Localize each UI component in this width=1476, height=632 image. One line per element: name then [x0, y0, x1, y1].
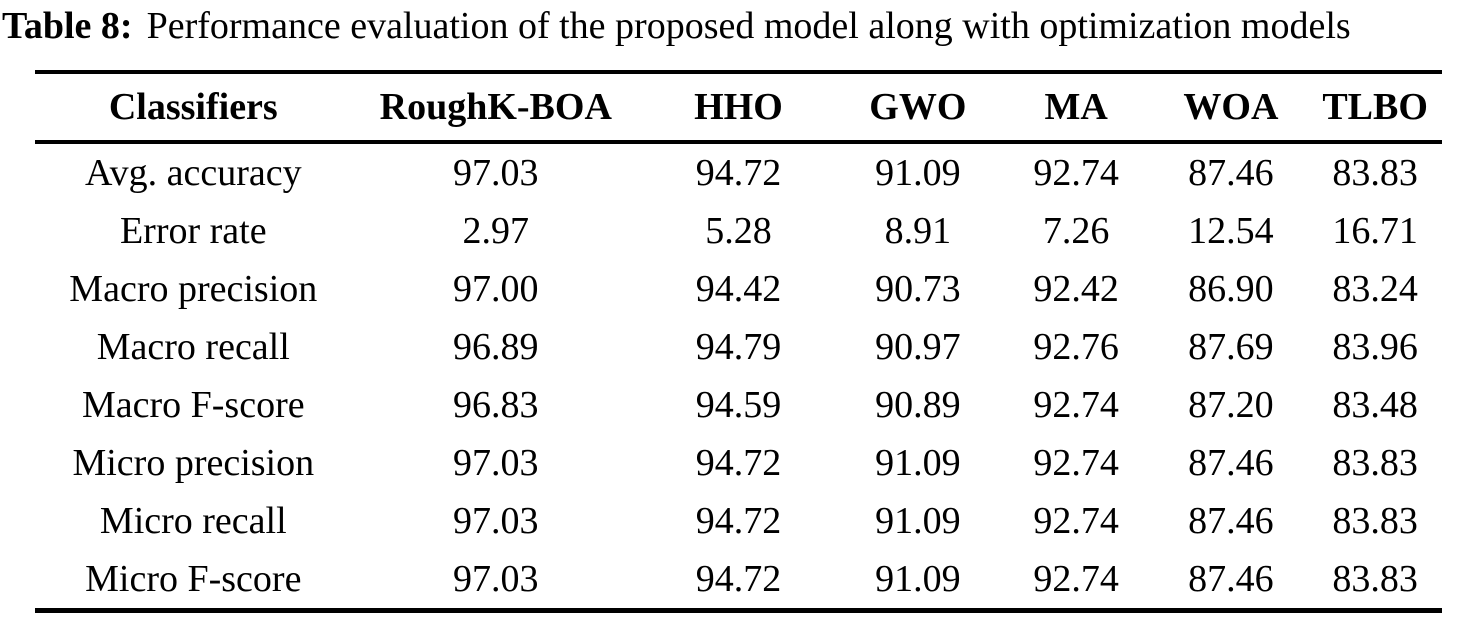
column-header-roughk-boa: RoughK-BOA	[351, 71, 640, 144]
cell-value: 94.72	[695, 557, 782, 600]
table-row-micro-f-score: Micro F-score 97.03 94.72 91.09 92.74 87…	[35, 550, 1442, 611]
cell-value: 83.83	[1332, 151, 1418, 194]
table-caption-text: Performance evaluation of the proposed m…	[146, 5, 1351, 47]
cell-value: 92.74	[1033, 557, 1119, 600]
table-row-macro-f-score: Macro F-score 96.83 94.59 90.89 92.74 87…	[35, 376, 1442, 434]
cell-value: 94.72	[695, 151, 782, 194]
cell-value: 91.09	[875, 557, 961, 600]
cell-value: 92.42	[1033, 267, 1119, 310]
cell-value: 90.89	[875, 383, 961, 426]
table-row-micro-precision: Micro precision 97.03 94.72 91.09 92.74 …	[35, 434, 1442, 492]
table-row-error-rate: Error rate 2.97 5.28 8.91 7.26 12.54 16.…	[35, 202, 1442, 260]
cell-value: 90.97	[875, 325, 961, 368]
row-label: Error rate	[119, 209, 267, 252]
cell-value: 87.20	[1188, 383, 1274, 426]
cell-value: 94.42	[695, 267, 782, 310]
cell-value: 91.09	[875, 151, 961, 194]
column-header-classifiers: Classifiers	[35, 71, 352, 144]
row-label: Micro F-score	[85, 557, 302, 600]
performance-table: Classifiers RoughK-BOA HHO GWO MA WOA TL…	[35, 69, 1442, 613]
table-row-avg-accuracy: Avg. accuracy 97.03 94.72 91.09 92.74 87…	[35, 142, 1442, 202]
column-header-woa: WOA	[1153, 71, 1309, 144]
table-row-macro-recall: Macro recall 96.89 94.79 90.97 92.76 87.…	[35, 318, 1442, 376]
cell-value: 90.73	[875, 267, 961, 310]
cell-value: 94.59	[695, 383, 782, 426]
cell-value: 91.09	[875, 441, 961, 484]
cell-value: 92.74	[1033, 499, 1119, 542]
cell-value: 92.74	[1033, 151, 1119, 194]
table-row-macro-precision: Macro precision 97.00 94.42 90.73 92.42 …	[35, 260, 1442, 318]
table-caption: Table 8: Performance evaluation of the pr…	[0, 0, 1476, 49]
cell-value: 87.46	[1188, 151, 1274, 194]
cell-value: 83.48	[1332, 383, 1418, 426]
cell-value: 2.97	[462, 209, 530, 252]
cell-value: 83.83	[1332, 557, 1418, 600]
cell-value: 8.91	[884, 209, 952, 252]
cell-value: 96.89	[453, 325, 539, 368]
row-label: Micro precision	[72, 441, 315, 484]
table-header-row: Classifiers RoughK-BOA HHO GWO MA WOA TL…	[35, 71, 1442, 144]
cell-value: 92.74	[1033, 441, 1119, 484]
cell-value: 97.00	[453, 267, 539, 310]
cell-value: 83.96	[1332, 325, 1418, 368]
column-header-ma: MA	[998, 71, 1154, 144]
row-label: Macro recall	[96, 325, 290, 368]
table-row-micro-recall: Micro recall 97.03 94.72 91.09 92.74 87.…	[35, 492, 1442, 550]
cell-value: 92.74	[1033, 383, 1119, 426]
cell-value: 96.83	[453, 383, 539, 426]
cell-value: 86.90	[1188, 267, 1274, 310]
cell-value: 83.24	[1332, 267, 1418, 310]
column-header-tlbo: TLBO	[1308, 71, 1442, 144]
cell-value: 87.69	[1188, 325, 1274, 368]
row-label: Macro F-score	[81, 383, 305, 426]
cell-value: 92.76	[1033, 325, 1119, 368]
cell-value: 97.03	[453, 557, 539, 600]
column-header-gwo: GWO	[836, 71, 999, 144]
row-label: Avg. accuracy	[84, 151, 302, 194]
cell-value: 94.72	[695, 441, 782, 484]
table-caption-label: Table 8:	[2, 5, 133, 47]
cell-value: 7.26	[1042, 209, 1110, 252]
cell-value: 83.83	[1332, 499, 1418, 542]
cell-value: 97.03	[453, 441, 539, 484]
cell-value: 97.03	[453, 151, 539, 194]
cell-value: 94.72	[695, 499, 782, 542]
cell-value: 16.71	[1332, 209, 1418, 252]
cell-value: 87.46	[1188, 441, 1274, 484]
row-label: Macro precision	[69, 267, 318, 310]
cell-value: 12.54	[1188, 209, 1274, 252]
row-label: Micro recall	[99, 499, 287, 542]
cell-value: 91.09	[875, 499, 961, 542]
cell-value: 83.83	[1332, 441, 1418, 484]
cell-value: 97.03	[453, 499, 539, 542]
cell-value: 5.28	[705, 209, 772, 252]
cell-value: 87.46	[1188, 557, 1274, 600]
cell-value: 87.46	[1188, 499, 1274, 542]
cell-value: 94.79	[695, 325, 782, 368]
column-header-hho: HHO	[639, 71, 837, 144]
